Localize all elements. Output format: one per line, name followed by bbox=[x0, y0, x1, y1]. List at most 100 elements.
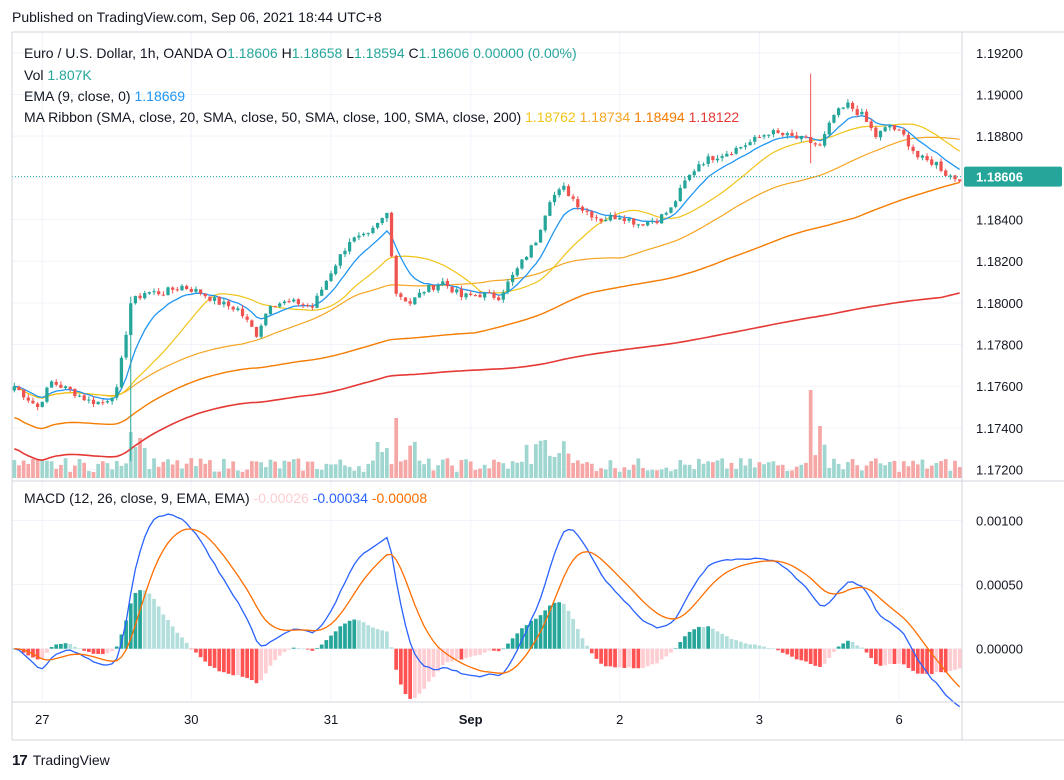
volume-bar bbox=[124, 463, 128, 478]
volume-bar bbox=[785, 470, 790, 478]
macd-histogram-bar bbox=[352, 619, 357, 649]
volume-bar bbox=[543, 439, 548, 478]
legend-text: H bbox=[282, 45, 292, 61]
macd-histogram-bar bbox=[361, 622, 366, 649]
macd-histogram-bar bbox=[561, 603, 566, 649]
volume-bar bbox=[561, 441, 566, 478]
volume-bar bbox=[529, 463, 534, 478]
macd-histogram-bar bbox=[608, 648, 613, 667]
macd-histogram-bar bbox=[226, 648, 231, 674]
volume-bar bbox=[808, 390, 813, 478]
macd-histogram-bar bbox=[664, 648, 669, 657]
candle-body bbox=[767, 134, 771, 136]
candle-body bbox=[906, 134, 911, 147]
macd-histogram-bar bbox=[599, 648, 603, 664]
macd-histogram-bar bbox=[133, 592, 138, 649]
volume-bar bbox=[864, 465, 869, 478]
macd-histogram-bar bbox=[235, 648, 240, 676]
macd-histogram-bar bbox=[194, 648, 198, 653]
volume-bar bbox=[720, 458, 725, 478]
candle-body bbox=[399, 293, 403, 297]
macd-histogram-bar bbox=[515, 633, 520, 649]
candle-body bbox=[361, 233, 366, 236]
volume-bar bbox=[887, 461, 892, 478]
candle-body bbox=[864, 111, 869, 122]
volume-bar bbox=[422, 464, 426, 478]
candle-body bbox=[464, 293, 468, 298]
candle-body bbox=[762, 135, 766, 137]
volume-bar bbox=[738, 458, 743, 478]
macd-pane bbox=[12, 513, 962, 708]
candle-body bbox=[469, 293, 473, 295]
volume-bar bbox=[203, 463, 208, 478]
candle-body bbox=[375, 222, 380, 228]
macd-histogram-bar bbox=[198, 648, 203, 658]
macd-histogram-bar bbox=[63, 643, 68, 649]
candle-body bbox=[343, 250, 347, 255]
macd-histogram-bar bbox=[96, 648, 101, 654]
candle-body bbox=[478, 294, 482, 298]
volume-bar bbox=[86, 470, 91, 478]
volume-bar bbox=[957, 467, 962, 478]
candle-body bbox=[501, 292, 505, 300]
volume-bar bbox=[375, 441, 380, 478]
candle-body bbox=[888, 125, 892, 128]
candle-body bbox=[166, 287, 170, 296]
candle-body bbox=[217, 296, 221, 305]
volume-bar bbox=[305, 461, 310, 478]
macd-histogram-bar bbox=[203, 648, 208, 662]
candle-body bbox=[492, 292, 496, 298]
macd-histogram-bar bbox=[892, 648, 897, 665]
candle-body bbox=[548, 202, 552, 216]
macd-histogram-bar bbox=[291, 647, 296, 649]
price-tick-label: 1.17400 bbox=[976, 421, 1023, 436]
volume-bar bbox=[329, 464, 333, 478]
candle-body bbox=[813, 143, 817, 145]
volume-bar bbox=[492, 459, 496, 478]
volume-bar bbox=[170, 464, 175, 478]
macd-histogram-bar bbox=[785, 648, 790, 655]
macd-histogram-bar bbox=[925, 648, 929, 674]
candle-body bbox=[226, 301, 231, 307]
ema-value: 1.18669 bbox=[134, 88, 185, 104]
macd-histogram-bar bbox=[40, 648, 45, 659]
volume-bar bbox=[403, 459, 408, 478]
candle-body bbox=[827, 122, 831, 135]
macd-histogram-bar bbox=[310, 648, 315, 651]
volume-bar bbox=[892, 460, 897, 478]
candle-body bbox=[515, 268, 519, 276]
candle-body bbox=[408, 301, 412, 304]
candle-body bbox=[585, 210, 589, 212]
volume-bar bbox=[385, 448, 389, 478]
volume-bar bbox=[534, 444, 538, 478]
macd-histogram-bar bbox=[175, 632, 180, 649]
macd-histogram-bar bbox=[357, 620, 361, 649]
candle-body bbox=[715, 158, 720, 161]
macd-histogram-bar bbox=[832, 648, 836, 653]
candles[interactable] bbox=[12, 73, 962, 462]
macd-histogram-bar bbox=[184, 642, 189, 649]
candle-body bbox=[245, 316, 249, 320]
candle-body bbox=[785, 133, 789, 136]
candle-body bbox=[836, 108, 841, 116]
candle-body bbox=[180, 285, 184, 291]
legend-text: O bbox=[216, 45, 227, 61]
macd-histogram-bar bbox=[240, 648, 245, 677]
volume-bar bbox=[496, 462, 501, 478]
volume-bar bbox=[408, 445, 413, 478]
candle-body bbox=[594, 217, 599, 219]
brand-name[interactable]: TradingView bbox=[32, 752, 110, 768]
macd-histogram-bar bbox=[487, 648, 492, 651]
macd-histogram-bar bbox=[943, 648, 948, 673]
macd-histogram-bar bbox=[771, 648, 776, 649]
macd-histogram-bar bbox=[860, 647, 864, 649]
candle-body bbox=[240, 308, 245, 317]
volume-bar bbox=[920, 459, 925, 478]
volume-bar bbox=[166, 459, 170, 478]
tradingview-logo-icon[interactable]: 17 bbox=[12, 751, 28, 769]
volume-bar bbox=[152, 458, 156, 478]
volume-bar bbox=[371, 460, 375, 478]
candle-body bbox=[925, 156, 929, 161]
macd-histogram-bar bbox=[73, 646, 77, 649]
